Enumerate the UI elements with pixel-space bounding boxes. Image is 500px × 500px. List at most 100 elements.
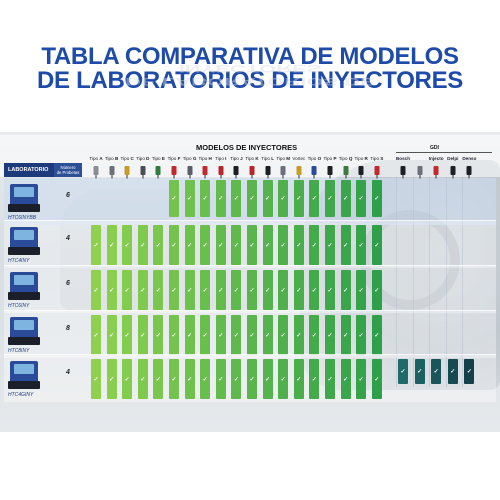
compatible-check-cell: ✓ xyxy=(200,225,211,265)
compatible-check-cell: ✓ xyxy=(106,270,117,310)
compatible-check-cell: ✓ xyxy=(153,225,164,265)
column-label-e: Tipo E xyxy=(152,156,165,166)
gdi-column-label: Delpi xyxy=(447,156,459,161)
compatible-check-cell: ✓ xyxy=(340,315,351,355)
compatible-check-cell: ✓ xyxy=(262,180,273,217)
column-label-letter: S xyxy=(380,156,384,161)
column-label-k: Tipo K xyxy=(245,156,258,166)
probe-count: 4 xyxy=(66,235,70,242)
injector-icon-body xyxy=(140,166,146,175)
page-title-line-2: DE LABORATORIOS DE INYECTORES xyxy=(36,67,464,94)
injector-icon xyxy=(249,166,256,179)
compatible-check-cell: ✓ xyxy=(215,180,226,217)
compatible-check-cell: ✓ xyxy=(169,225,179,265)
injector-icon xyxy=(108,166,115,179)
column-label-letter: P xyxy=(333,156,337,161)
injector-icon-body xyxy=(171,166,177,175)
column-label-s: Tipo S xyxy=(370,156,383,166)
column-label-prefix: Tipo xyxy=(136,156,145,161)
injector-icon xyxy=(171,166,178,179)
row-separator xyxy=(4,220,496,221)
compatible-check-cell: ✓ xyxy=(200,270,211,310)
compatible-check-cell: ✓ xyxy=(215,270,226,310)
injector-icon-tip xyxy=(173,175,175,179)
column-label-letter: J xyxy=(240,156,243,161)
gdi-column-divider xyxy=(412,177,414,387)
injector-icon xyxy=(342,166,349,179)
injector-icon xyxy=(373,166,380,179)
row-separator xyxy=(4,354,496,355)
compatible-check-cell: ✓ xyxy=(184,225,195,265)
compatible-check-cell: ✓ xyxy=(200,359,211,399)
compatible-check-cell: ✓ xyxy=(325,180,335,217)
injector-icon-tip xyxy=(345,175,347,179)
laboratory-model-name: HTC4GINY xyxy=(8,392,34,398)
probe-count: 6 xyxy=(66,192,70,199)
laboratory-model-name: HTC4INY xyxy=(8,258,30,264)
laboratory-machine-image xyxy=(6,182,42,214)
compatible-check-cell: ✓ xyxy=(91,315,101,355)
injector-icon-tip xyxy=(435,175,437,179)
injector-icon xyxy=(155,166,162,179)
gdi-column-divider xyxy=(429,177,431,387)
laboratory-machine-image xyxy=(6,315,42,347)
compatible-check-cell: ✓ xyxy=(91,359,101,399)
compatible-check-cell: ✓ xyxy=(137,315,148,355)
column-label-prefix: Tipo xyxy=(370,156,379,161)
compatible-check-cell: ✓ xyxy=(356,180,367,217)
column-label-h: Tipo H xyxy=(199,156,212,166)
injector-icon xyxy=(202,166,209,179)
laboratory-machine-image xyxy=(6,225,42,257)
probes-header-line-1: Número xyxy=(60,165,76,170)
compatible-check-cell: ✓ xyxy=(356,225,367,265)
machine-panel xyxy=(14,364,34,374)
injector-icon-body xyxy=(466,166,472,175)
column-label-prefix: Tipo xyxy=(182,156,192,161)
compatible-check-cell: ✓ xyxy=(247,225,257,265)
laboratory-model-name: HTC6INYBB xyxy=(8,215,37,221)
injector-icon-tip xyxy=(111,175,113,179)
injector-icon-tip xyxy=(157,175,159,179)
injector-icon-tip xyxy=(95,175,97,179)
column-label-b: Tipo B xyxy=(105,156,118,166)
column-label-prefix: Tipo xyxy=(323,156,333,161)
compatible-check-cell: ✓ xyxy=(215,225,226,265)
column-label-c: Tipo C xyxy=(121,156,134,166)
machine-base xyxy=(8,337,40,345)
compatible-check-cell: ✓ xyxy=(106,225,117,265)
compatible-check-cell: ✓ xyxy=(153,315,164,355)
injector-icon-tip xyxy=(376,175,378,179)
compatible-check-cell: ✓ xyxy=(169,180,179,217)
compatible-check-cell: ✓ xyxy=(262,359,273,399)
gdi-injector-icon xyxy=(400,166,407,179)
gdi-compatible-check-cell: ✓ xyxy=(464,359,475,384)
gdi-injector-icon xyxy=(433,166,440,179)
probes-header: Número de Probetas xyxy=(54,163,82,177)
compatible-check-cell: ✓ xyxy=(106,359,117,399)
injector-icon-body xyxy=(233,166,239,175)
column-label-letter: B xyxy=(114,156,119,161)
column-label-g: Tipo G xyxy=(183,156,197,166)
injector-icon-body xyxy=(311,166,317,175)
compatible-check-cell: ✓ xyxy=(293,315,304,355)
compatible-check-cell: ✓ xyxy=(122,225,133,265)
compatible-check-cell: ✓ xyxy=(371,270,382,310)
injector-icon-tip xyxy=(251,175,253,179)
injector-icon-tip xyxy=(267,175,269,179)
column-label-prefix: Tipo xyxy=(338,156,348,161)
column-label-f: Tipo F xyxy=(168,156,181,166)
title-reflection: DE LABORATORIOS DE INYECTORES xyxy=(125,62,375,89)
injector-icon xyxy=(358,166,365,179)
injector-icon-body xyxy=(218,166,224,175)
compatible-check-cell: ✓ xyxy=(309,359,320,399)
injector-icon-body xyxy=(93,166,99,175)
injector-icon-body xyxy=(417,166,423,175)
column-label-letter: E xyxy=(161,156,165,161)
compatible-check-cell: ✓ xyxy=(247,270,257,310)
machine-base xyxy=(8,292,40,300)
injector-icon-body xyxy=(155,166,161,175)
compatible-check-cell: ✓ xyxy=(293,359,304,399)
column-label-l: Tipo L xyxy=(261,156,274,166)
laboratory-machine-image xyxy=(6,270,42,302)
gdi-column-label: Denso xyxy=(462,156,477,161)
